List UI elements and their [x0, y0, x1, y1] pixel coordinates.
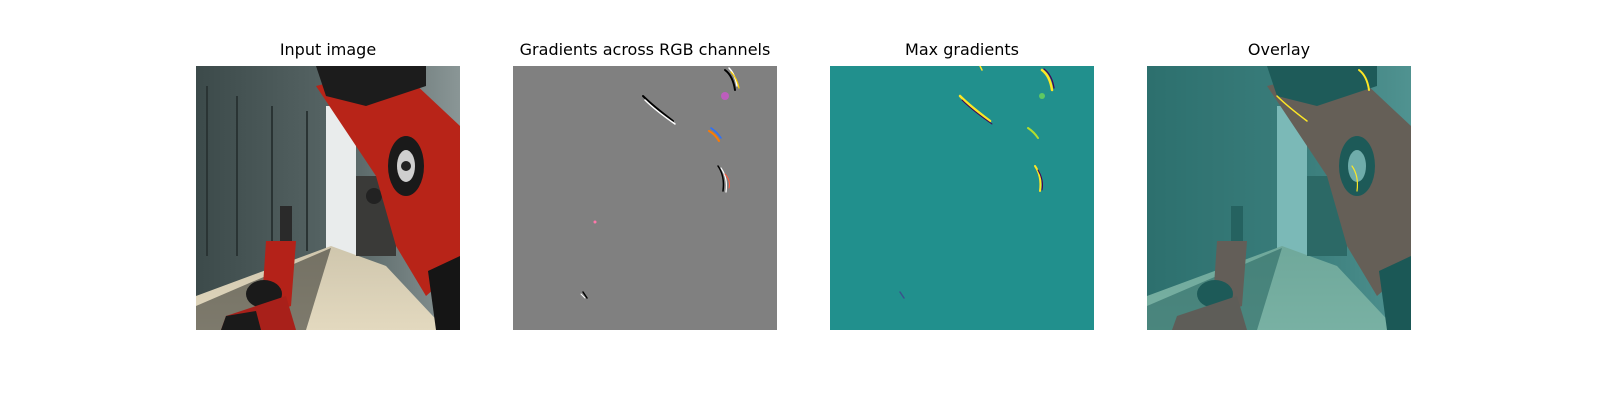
max-gradients-image [830, 66, 1094, 330]
overlay-image [1147, 66, 1411, 330]
panel-title-overlay: Overlay [1247, 40, 1311, 59]
gradients-rgb-image [513, 66, 777, 330]
input-image [196, 66, 460, 330]
panel-title-max-gradients: Max gradients [905, 40, 1019, 59]
panel-title-input-image: Input image [279, 40, 377, 59]
panel-title-gradients-rgb: Gradients across RGB channels [519, 40, 771, 59]
